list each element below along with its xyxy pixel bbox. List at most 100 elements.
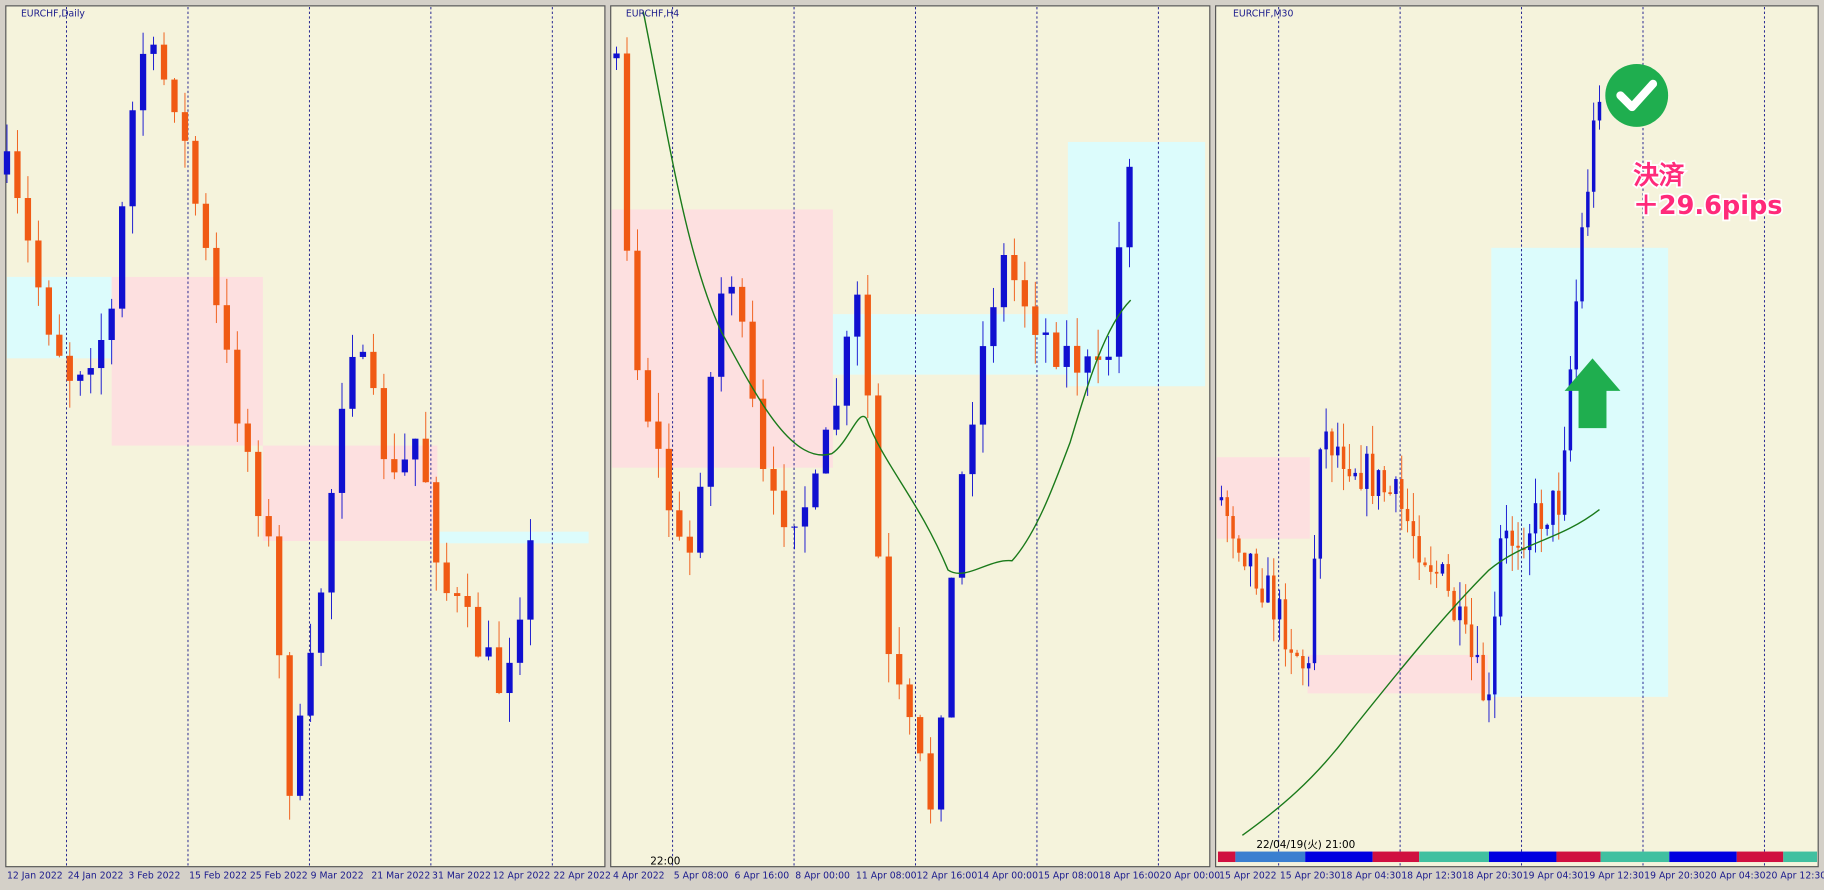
- candle-body: [1341, 446, 1346, 469]
- candle-body: [1242, 552, 1247, 567]
- candle-body: [1597, 101, 1602, 121]
- session-block: [1305, 851, 1373, 863]
- candle-body: [349, 356, 356, 409]
- candle-body: [286, 655, 293, 796]
- session-block: [1419, 851, 1489, 863]
- candle-body: [223, 305, 230, 350]
- candle-body: [728, 286, 735, 294]
- panel-bgs: [5, 5, 1819, 868]
- candle-body: [990, 307, 997, 347]
- candle-body: [527, 540, 534, 620]
- candle-body: [1301, 656, 1305, 669]
- candle-body: [1336, 446, 1340, 456]
- candle-body: [1580, 227, 1584, 302]
- zone: [262, 445, 438, 541]
- candle-body: [401, 459, 408, 473]
- candle-body: [822, 429, 830, 474]
- candle-body: [1527, 533, 1532, 551]
- candle-body: [1283, 599, 1288, 650]
- candle-body: [24, 198, 32, 241]
- x-tick-label: 15 Feb 2022: [189, 870, 247, 881]
- candle-body: [1032, 306, 1039, 335]
- candle-body: [391, 459, 398, 473]
- x-tick-label: 19 Apr 04:30: [1523, 870, 1584, 881]
- candle-body: [1330, 431, 1334, 456]
- session-block: [1669, 851, 1737, 863]
- panel-title: EURCHF,Daily: [21, 8, 85, 19]
- candle-body: [422, 438, 429, 483]
- candle-body: [1394, 479, 1398, 494]
- candle-body: [296, 715, 304, 796]
- candle-body: [359, 351, 367, 357]
- candle-body: [1382, 470, 1387, 493]
- candle-body: [718, 293, 725, 377]
- candle-body: [1440, 564, 1445, 574]
- x-tick-label: 12 Jan 2022: [7, 870, 63, 881]
- candle-body: [1388, 492, 1392, 494]
- zone: [1491, 247, 1669, 697]
- candle-body: [833, 405, 840, 430]
- candle-body: [697, 486, 704, 553]
- candle-body: [1481, 654, 1485, 701]
- candle-body: [244, 423, 251, 452]
- candle-body: [1463, 606, 1468, 625]
- candle-body: [87, 368, 94, 375]
- x-tick-label: 31 Mar 2022: [432, 870, 491, 881]
- session-block: [1235, 851, 1306, 863]
- candle-body: [1434, 571, 1439, 574]
- x-tick-label: 24 Jan 2022: [68, 870, 124, 881]
- x-tick-label: 19 Apr 12:30: [1583, 870, 1644, 881]
- x-tick-label: 18 Apr 20:30: [1462, 870, 1523, 881]
- session-block: [1736, 851, 1784, 863]
- candle-body: [1504, 530, 1509, 539]
- candle-body: [1475, 654, 1480, 658]
- candle-body: [1423, 562, 1427, 566]
- candle-body: [181, 112, 189, 141]
- x-tick-label: 15 Apr 20:30: [1280, 870, 1341, 881]
- candle-body: [1074, 345, 1081, 373]
- candle-body: [454, 593, 461, 597]
- candle-body: [1260, 588, 1264, 603]
- candle-body: [276, 536, 283, 656]
- candle-body: [885, 556, 892, 655]
- candle-body: [1248, 553, 1253, 567]
- candle-body: [1272, 575, 1276, 620]
- candle-body: [759, 398, 767, 470]
- session-block: [1372, 851, 1420, 863]
- candle-body: [1487, 694, 1491, 701]
- candle-body: [328, 492, 335, 593]
- candle-body: [927, 753, 934, 810]
- candle-body: [1411, 521, 1416, 537]
- candle-body: [1021, 280, 1028, 307]
- x-tick-label: 18 Apr 04:30: [1341, 870, 1402, 881]
- candle-body: [1458, 606, 1462, 621]
- candle-body: [791, 526, 798, 528]
- moving-average: [1241, 509, 1600, 836]
- candle-body: [77, 374, 84, 381]
- time-label: 22/04/19(火) 21:00: [1256, 839, 1355, 851]
- x-tick-label: 20 Apr 04:30: [1705, 870, 1766, 881]
- x-tick-label: 22 Apr 2022: [553, 870, 610, 881]
- candle-body: [676, 510, 683, 537]
- panel-title: EURCHF,H4: [626, 8, 679, 19]
- candle-body: [1324, 431, 1328, 450]
- candle-body: [1533, 503, 1538, 534]
- candle-body: [780, 490, 788, 528]
- candle-body: [937, 717, 945, 810]
- candle-body: [1353, 472, 1357, 477]
- candle-body: [1557, 490, 1561, 515]
- candle-body: [896, 654, 903, 685]
- candle-body: [1493, 616, 1497, 695]
- x-tick-label: 19 Apr 20:30: [1644, 870, 1705, 881]
- x-tick-label: 20 Apr 12:30: [1766, 870, 1824, 881]
- moving-average: [642, 11, 1132, 574]
- candle-body: [655, 421, 662, 449]
- zone: [1216, 457, 1310, 539]
- candle-body: [739, 286, 746, 322]
- x-tick-label: 8 Apr 00:00: [795, 870, 850, 881]
- candle-body: [108, 308, 115, 341]
- candle-body: [864, 294, 871, 396]
- check-icon: [1605, 64, 1669, 127]
